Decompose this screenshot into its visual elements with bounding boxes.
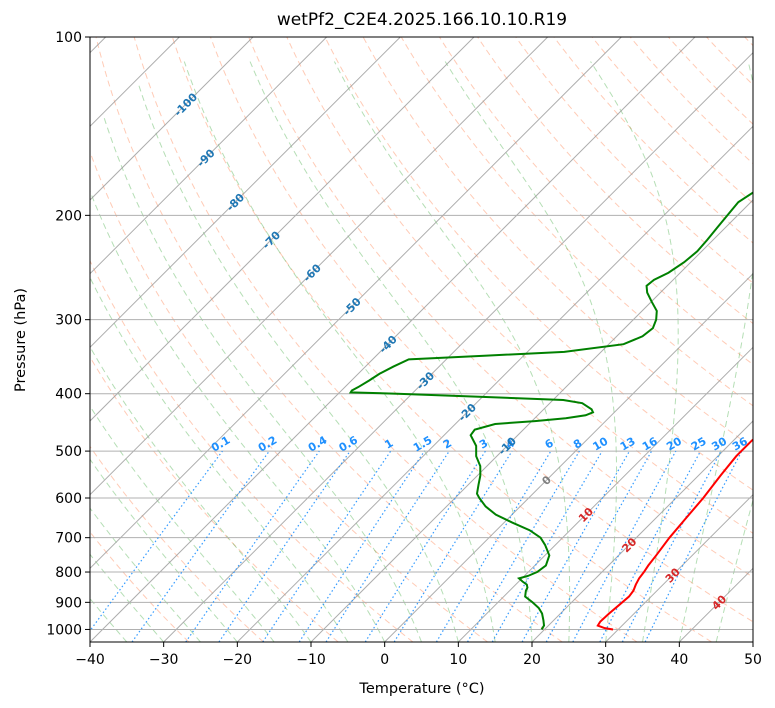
dry-adiabat-line <box>324 37 753 491</box>
moist-adiabat-line <box>183 61 496 642</box>
dry-adiabat-line <box>90 445 264 642</box>
isotherm-line <box>531 420 753 642</box>
moist-adiabat-line <box>444 61 618 642</box>
x-tick-label: −30 <box>149 652 179 668</box>
mixing-ratio-line <box>545 450 653 642</box>
isotherm-line <box>605 493 753 642</box>
dry-adiabat-line <box>477 37 753 325</box>
dry-adiabat-line <box>248 37 753 578</box>
axes: −40 −30 −20 −10 0 10 20 30 40 50 1000 900 800 700 600 5… <box>46 30 762 668</box>
x-tick-label: 30 <box>597 652 615 668</box>
isotherm-line <box>90 37 254 201</box>
y-tick-label: 600 <box>55 491 82 507</box>
dry-adiabat-line <box>591 37 753 204</box>
dry-adiabat-line <box>210 37 753 623</box>
mixing-ratio-line <box>218 450 351 642</box>
dry-adiabat-line <box>171 37 712 642</box>
y-tick-label: 800 <box>55 565 82 581</box>
y-tick-label: 500 <box>55 444 82 460</box>
moist-adiabat-line <box>90 597 128 642</box>
dry-adiabat-line <box>90 259 414 642</box>
dry-adiabat-line <box>515 37 753 284</box>
isotherm-line <box>90 37 475 422</box>
mixing-ratio-line <box>131 450 270 642</box>
moist-adiabat-line <box>90 507 201 642</box>
moist-adiabat-line <box>715 498 753 642</box>
isotherm-line <box>310 199 753 642</box>
y-tick-label: 200 <box>55 208 82 224</box>
plot-lines <box>90 37 753 642</box>
mixing-ratio-line <box>90 450 223 632</box>
mixing-ratio-line <box>644 450 743 642</box>
isotherm-line <box>457 346 753 642</box>
moist-adiabat-line <box>333 61 571 642</box>
isotherm-line <box>90 37 696 642</box>
isotherm-line <box>163 51 753 642</box>
moist-adiabat-line <box>102 114 422 642</box>
temperature-profile-line <box>596 438 753 631</box>
x-axis-title: Temperature (°C) <box>358 681 484 697</box>
x-tick-label: −10 <box>296 652 326 668</box>
x-tick-label: −40 <box>75 652 105 668</box>
isotherm-line <box>90 37 622 570</box>
isotherm-line <box>384 272 753 642</box>
x-tick-label: 10 <box>449 652 467 668</box>
moist-adiabat-line <box>137 83 459 642</box>
y-tick-label: 900 <box>55 595 82 611</box>
y-tick-label: 300 <box>55 313 82 329</box>
plot-frame <box>89 36 754 643</box>
dry-adiabat-line <box>400 37 753 407</box>
chart-title: wetPf2_C2E4.2025.166.10.10.R19 <box>277 10 567 30</box>
dry-adiabat-line <box>133 37 638 642</box>
x-tick-label: 40 <box>670 652 688 668</box>
y-tick-label: 700 <box>55 531 82 547</box>
moist-adiabat-line <box>90 276 349 642</box>
mixing-ratio-line <box>393 450 513 642</box>
mixing-ratio-line <box>262 450 392 642</box>
y-tick-label: 1000 <box>46 622 82 638</box>
y-tick-label: 400 <box>55 387 82 403</box>
x-tick-label: 50 <box>744 652 762 668</box>
mixing-ratio-line <box>325 450 450 642</box>
dry-adiabat-line <box>629 37 753 165</box>
dry-adiabat-line <box>95 37 563 642</box>
isotherm-line <box>236 125 753 642</box>
mixing-ratio-line <box>298 450 425 642</box>
mixing-ratio-line <box>521 450 631 642</box>
isotherm-line <box>90 37 401 349</box>
isotherm-line <box>90 37 549 496</box>
x-tick-label: 0 <box>380 652 389 668</box>
moist-adiabat-line <box>90 405 275 642</box>
x-tick-label: −20 <box>223 652 253 668</box>
moist-adiabat-line <box>678 61 753 642</box>
isotherm-line <box>90 37 328 275</box>
mixing-ratio-line <box>185 450 320 642</box>
moist-adiabat-line <box>590 61 679 642</box>
y-axis-title: Pressure (hPa) <box>13 288 29 392</box>
mixing-ratio-line <box>572 450 677 642</box>
x-tick-label: 20 <box>523 652 541 668</box>
y-tick-label: 100 <box>55 30 82 46</box>
dewpoint-profile-line <box>348 191 753 630</box>
moist-adiabat-line <box>90 345 312 642</box>
moist-adiabat-line <box>90 553 165 642</box>
